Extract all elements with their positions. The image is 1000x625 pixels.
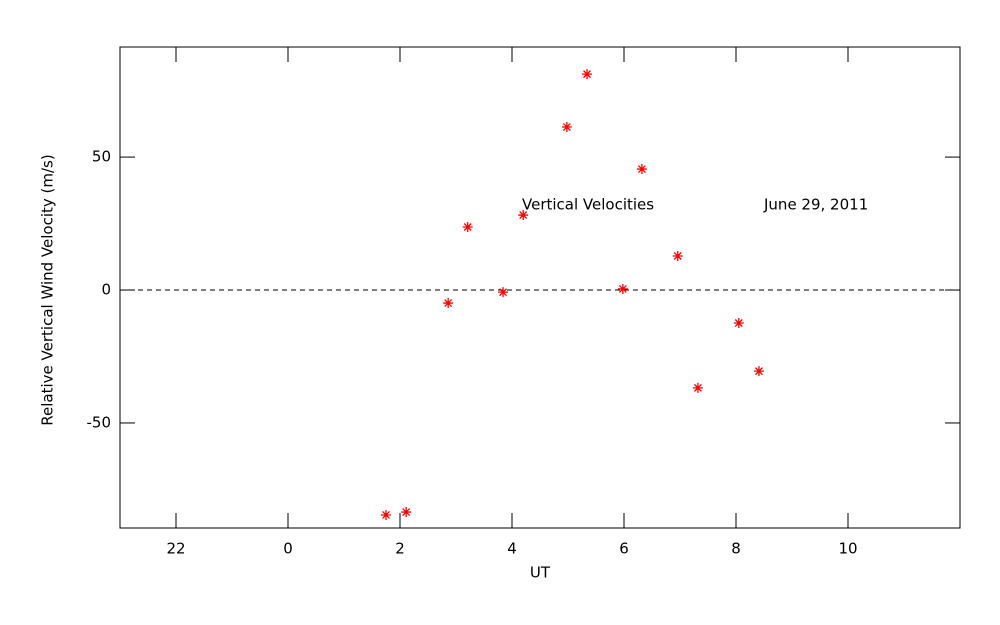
x-tick-label: 10 bbox=[838, 540, 857, 558]
data-point bbox=[518, 210, 529, 221]
data-point bbox=[561, 122, 572, 133]
data-point bbox=[498, 287, 509, 298]
x-tick-label: 6 bbox=[619, 540, 629, 558]
x-tick-label: 0 bbox=[283, 540, 293, 558]
data-point bbox=[753, 366, 764, 377]
data-point bbox=[636, 164, 647, 175]
y-tick-label: 0 bbox=[101, 281, 111, 299]
data-point bbox=[582, 69, 593, 80]
data-point bbox=[733, 317, 744, 328]
data-point bbox=[617, 283, 628, 294]
x-tick-label: 8 bbox=[731, 540, 741, 558]
x-tick-label: 22 bbox=[166, 540, 185, 558]
x-tick-label: 2 bbox=[395, 540, 405, 558]
data-point bbox=[462, 222, 473, 233]
x-tick-label: 4 bbox=[507, 540, 517, 558]
y-tick-label: -50 bbox=[87, 413, 112, 431]
data-point bbox=[692, 382, 703, 393]
annotation: June 29, 2011 bbox=[763, 196, 868, 214]
data-point bbox=[672, 250, 683, 261]
data-point bbox=[401, 507, 412, 518]
y-axis-label: Relative Vertical Wind Velocity (m/s) bbox=[39, 154, 57, 425]
plot-frame bbox=[119, 46, 961, 529]
annotation: Vertical Velocities bbox=[522, 196, 654, 214]
data-point bbox=[381, 509, 391, 520]
x-axis-label: UT bbox=[530, 564, 551, 582]
data-point bbox=[443, 298, 454, 309]
y-tick-label: 50 bbox=[92, 148, 111, 166]
